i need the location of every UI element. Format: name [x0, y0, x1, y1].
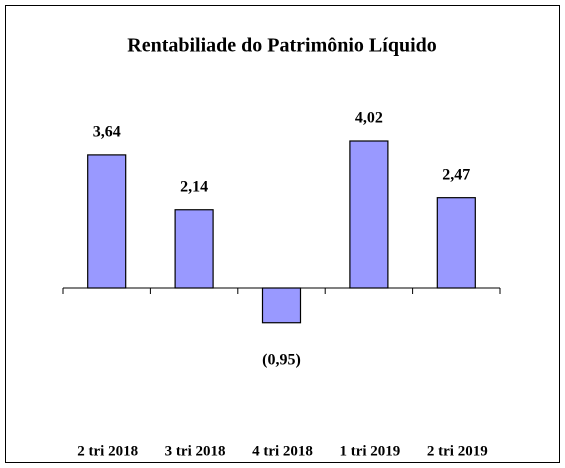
data-label: 2,47	[442, 166, 470, 183]
data-label: 3,64	[93, 124, 121, 141]
x-tick-label: 2 tri 2019	[427, 443, 488, 459]
bar	[261, 287, 302, 324]
data-label: (0,95)	[262, 351, 301, 368]
bar	[436, 197, 476, 289]
chart-title: Rentabiliade do Patrimônio Líquido	[127, 35, 437, 57]
bar	[349, 140, 389, 289]
data-label: 4,02	[355, 110, 383, 127]
x-tick-label: 2 tri 2018	[77, 443, 138, 459]
x-tick-label: 1 tri 2019	[339, 443, 400, 459]
bar	[87, 154, 127, 289]
x-tick-label: 4 tri 2018	[252, 443, 313, 459]
data-label: 2,14	[180, 178, 208, 195]
bar	[174, 209, 214, 289]
x-tick-label: 3 tri 2018	[165, 443, 226, 459]
